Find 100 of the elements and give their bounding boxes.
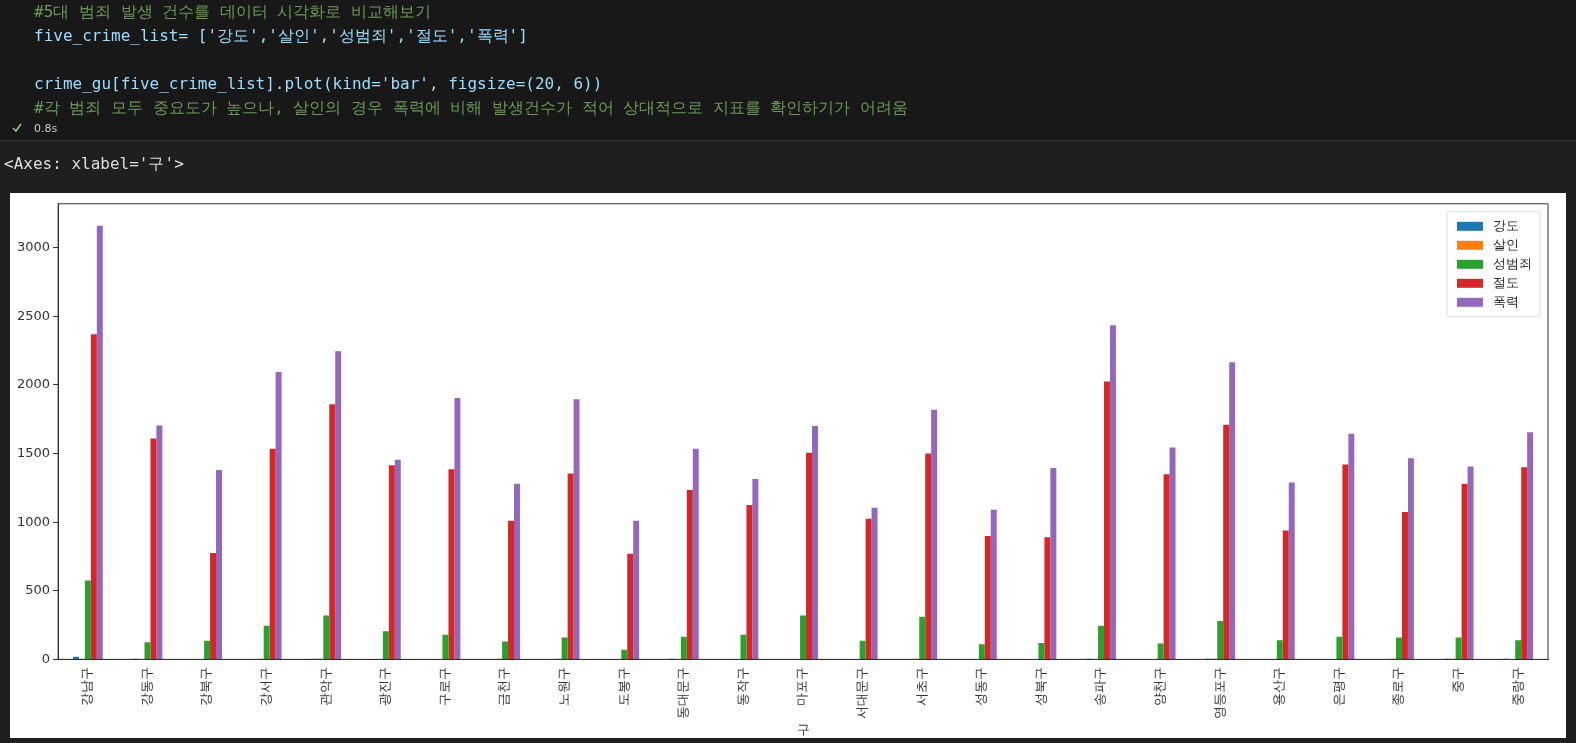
bar bbox=[1288, 482, 1295, 659]
text: five_crime_list= ['강도','살인','성범죄','절도','폭력'] bbox=[34, 26, 528, 47]
bar bbox=[1169, 447, 1176, 659]
bar bbox=[323, 615, 330, 659]
x-tick-label: 마포구 bbox=[794, 667, 810, 707]
text: 0.8s bbox=[34, 122, 58, 135]
legend-label: 강도 bbox=[1493, 218, 1519, 234]
bar bbox=[1282, 530, 1289, 659]
legend-label: 살인 bbox=[1493, 237, 1519, 253]
bar bbox=[931, 409, 938, 659]
bar bbox=[382, 631, 389, 659]
bar bbox=[1163, 474, 1170, 659]
bar bbox=[925, 453, 932, 659]
bar bbox=[442, 634, 449, 659]
x-tick-label: 송파구 bbox=[1092, 667, 1108, 707]
bar bbox=[454, 397, 461, 659]
y-tick-label: 1500 bbox=[16, 444, 51, 460]
bar bbox=[1527, 432, 1534, 659]
bar bbox=[692, 448, 699, 659]
bar bbox=[1407, 458, 1414, 659]
x-tick-label: 성북구 bbox=[1032, 667, 1048, 707]
bar bbox=[686, 489, 693, 659]
y-tick-label: 1000 bbox=[16, 513, 51, 529]
x-tick-label: 강북구 bbox=[198, 667, 214, 707]
bar bbox=[144, 642, 151, 659]
bar bbox=[806, 452, 812, 659]
y-tick-label: 2500 bbox=[16, 307, 51, 323]
x-tick-label: 은평구 bbox=[1330, 667, 1346, 707]
bar bbox=[275, 371, 282, 659]
bar bbox=[1276, 640, 1283, 659]
x-tick-label: 종로구 bbox=[1390, 667, 1406, 707]
x-axis-title: 구 bbox=[796, 721, 810, 737]
bar bbox=[508, 520, 514, 659]
x-tick-label: 광진구 bbox=[377, 667, 393, 707]
text: #각 범죄 모두 중요도가 높으나, 살인의 경우 폭력에 비해 발생건수가 적어 상대적으로 지표를 확인하기가 어려움 bbox=[34, 98, 909, 119]
bar bbox=[627, 553, 634, 659]
bar bbox=[156, 425, 163, 659]
bar bbox=[1455, 637, 1462, 659]
x-tick-label: 강서구 bbox=[258, 667, 274, 707]
legend-label: 폭력 bbox=[1493, 294, 1519, 310]
x-tick-label: 서대문구 bbox=[854, 667, 870, 720]
bar bbox=[1098, 625, 1105, 659]
x-tick-label: 구로구 bbox=[436, 667, 452, 707]
bar bbox=[990, 509, 997, 659]
bar bbox=[919, 616, 926, 659]
bar bbox=[269, 448, 276, 659]
bar bbox=[1050, 467, 1057, 659]
bar bbox=[573, 399, 580, 659]
y-tick-label: 500 bbox=[25, 582, 51, 598]
x-tick-label: 동대문구 bbox=[675, 667, 691, 720]
bar bbox=[746, 505, 753, 659]
bar bbox=[633, 520, 640, 659]
bar bbox=[859, 640, 866, 659]
x-tick-label: 동작구 bbox=[734, 667, 750, 707]
bar bbox=[1342, 464, 1349, 659]
legend-label: 절도 bbox=[1493, 275, 1519, 291]
x-tick-label: 강남구 bbox=[79, 667, 95, 707]
bar bbox=[621, 649, 628, 659]
x-tick-label: 관악구 bbox=[317, 667, 333, 707]
bar bbox=[329, 404, 336, 659]
bar bbox=[865, 518, 872, 659]
x-tick-label: 도봉구 bbox=[615, 667, 631, 707]
bar bbox=[514, 483, 520, 659]
bar bbox=[1515, 640, 1522, 659]
bar bbox=[1217, 620, 1224, 659]
bar bbox=[1229, 362, 1236, 659]
bar bbox=[984, 535, 991, 659]
bar bbox=[90, 334, 97, 659]
bar bbox=[1396, 637, 1402, 659]
bar bbox=[1401, 511, 1408, 659]
bar bbox=[1157, 643, 1164, 659]
x-tick-label: 강동구 bbox=[138, 667, 154, 707]
bar bbox=[1038, 642, 1045, 659]
bar bbox=[216, 470, 222, 659]
bar bbox=[752, 478, 759, 659]
bar bbox=[96, 225, 103, 659]
bar bbox=[811, 426, 818, 659]
x-tick-label: 용산구 bbox=[1271, 667, 1287, 707]
y-tick-label: 3000 bbox=[16, 239, 51, 255]
bar bbox=[1461, 483, 1468, 659]
x-tick-label: 중구 bbox=[1449, 667, 1465, 694]
x-tick-label: 금천구 bbox=[496, 667, 512, 707]
bar bbox=[740, 634, 747, 659]
bar bbox=[680, 636, 687, 659]
bar bbox=[150, 438, 157, 659]
bar bbox=[72, 656, 79, 659]
bar bbox=[448, 469, 455, 659]
bar bbox=[394, 459, 401, 659]
bar bbox=[210, 553, 217, 659]
bar bbox=[978, 644, 985, 659]
text: <Axes: xlabel='구'> bbox=[4, 154, 184, 175]
bar bbox=[263, 625, 270, 659]
bar bbox=[1104, 381, 1110, 659]
bar bbox=[1109, 325, 1116, 659]
legend-label: 성범죄 bbox=[1493, 256, 1532, 272]
x-tick-label: 서초구 bbox=[913, 667, 929, 707]
x-tick-label: 영등포구 bbox=[1211, 667, 1227, 720]
y-tick-label: 0 bbox=[41, 650, 51, 666]
bar bbox=[800, 615, 807, 659]
bar bbox=[1336, 636, 1343, 659]
